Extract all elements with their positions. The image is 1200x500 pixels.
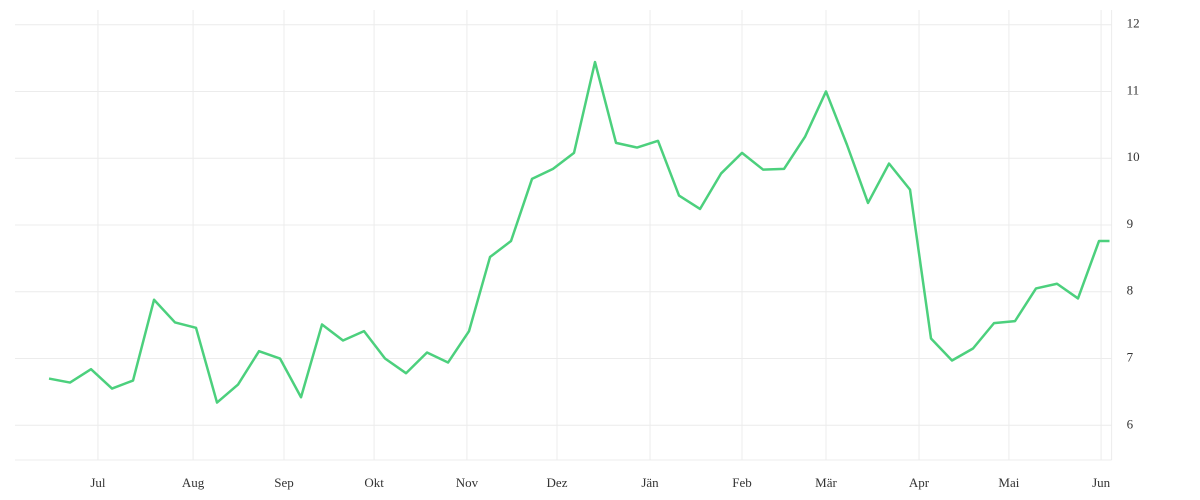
y-tick-label: 9 (1127, 216, 1134, 231)
y-tick-label: 12 (1127, 16, 1140, 31)
x-tick-label: Jun (1092, 475, 1111, 490)
y-tick-label: 8 (1127, 283, 1134, 298)
x-tick-label: Sep (274, 475, 294, 490)
x-tick-label: Dez (547, 475, 568, 490)
y-tick-label: 11 (1127, 82, 1140, 97)
x-tick-label: Feb (732, 475, 752, 490)
x-tick-label: Aug (182, 475, 205, 490)
x-tick-label: Okt (364, 475, 384, 490)
y-tick-label: 10 (1127, 149, 1140, 164)
x-tick-label: Nov (456, 475, 479, 490)
line-series (48, 60, 1110, 404)
x-tick-label: Jul (90, 475, 106, 490)
x-tick-label: Jän (641, 475, 659, 490)
y-tick-label: 7 (1127, 350, 1134, 365)
x-tick-label: Mär (815, 475, 837, 490)
x-tick-label: Mai (998, 475, 1019, 490)
x-tick-label: Apr (909, 475, 930, 490)
y-tick-label: 6 (1127, 416, 1134, 431)
